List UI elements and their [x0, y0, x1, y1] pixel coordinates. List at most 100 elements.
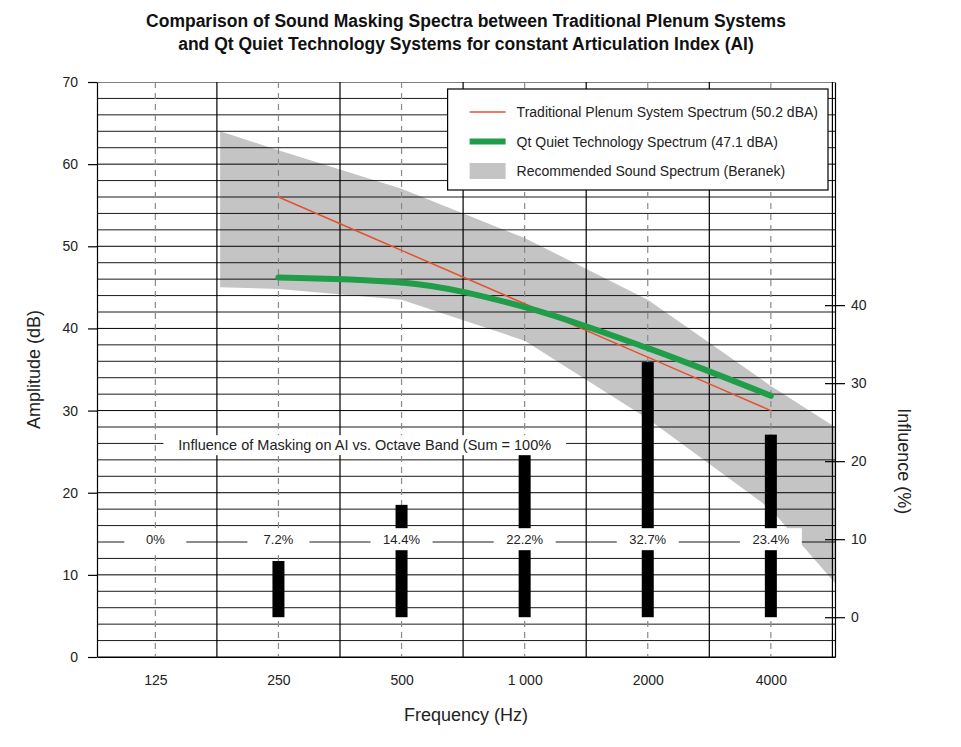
minor-grid-line: [97, 476, 835, 477]
minor-grid-line: [97, 459, 835, 460]
data-label: 23.4%: [752, 532, 789, 547]
bar-layer: [272, 362, 776, 617]
grid-layer: [97, 82, 835, 657]
annotation: Influence of Masking on AI vs. Octave Ba…: [178, 437, 551, 453]
y-axis-line: [97, 83, 98, 658]
data-label-bg: [494, 528, 556, 550]
y-tick: 10: [62, 567, 97, 583]
y-tick-mark: [88, 246, 97, 247]
y-tick: 70: [62, 74, 97, 90]
minor-grid-line: [97, 542, 835, 543]
chart-title-line: and Qt Quiet Technology Systems for cons…: [178, 34, 754, 54]
y2-tick-label: 20: [851, 453, 867, 469]
influence-bar: [765, 435, 777, 618]
minor-grid-line: [97, 624, 835, 625]
y-tick-mark: [88, 657, 97, 658]
y-tick-mark: [88, 164, 97, 165]
y2-tick-mark: [825, 305, 845, 306]
minor-grid-line: [97, 344, 835, 345]
y-tick-mark: [88, 82, 97, 83]
legend-swatch: [470, 163, 506, 179]
y-axis-title: Amplitude (dB): [24, 310, 44, 429]
data-label: 32.7%: [629, 532, 666, 547]
x-tick: 2000: [633, 657, 664, 688]
y-tick: 20: [62, 485, 97, 501]
chart-container: 0% 7.2% 14.4% 22.2% 32.7% 23.4% Influence of M…: [0, 0, 961, 747]
x-axis: 1252505001 00020004000: [98, 657, 836, 688]
minor-grid-line: [97, 262, 835, 263]
legend-label: Traditional Plenum System Spectrum (50.2…: [517, 104, 818, 120]
minor-grid-line: [97, 591, 835, 592]
y-tick-label: 50: [62, 238, 78, 254]
x-tick-label: 250: [267, 672, 291, 688]
influence-bar: [272, 561, 284, 617]
x-axis-line: [98, 657, 836, 658]
x-tick-label: 4000: [756, 672, 787, 688]
minor-grid-line: [97, 361, 835, 362]
y-tick: 40: [62, 320, 97, 336]
band-edge-line: [832, 82, 833, 657]
y2-tick-label: 30: [851, 375, 867, 391]
x-tick-label: 500: [390, 672, 414, 688]
grid-line: [97, 328, 835, 329]
chart-svg: 0% 7.2% 14.4% 22.2% 32.7% 23.4% Influence of M…: [0, 0, 961, 747]
chart-title-line: Comparison of Sound Masking Spectra betw…: [146, 11, 786, 31]
y2-tick-mark: [825, 461, 845, 462]
text-layer: Comparison of Sound Masking Spectra betw…: [24, 11, 914, 725]
y-tick: 0: [70, 649, 97, 665]
spectrum-line: [278, 197, 770, 411]
x-tick-label: 1 000: [508, 672, 543, 688]
y-tick: 30: [62, 403, 97, 419]
data-label: 0%: [146, 532, 165, 547]
legend: Traditional Plenum System Spectrum (50.2…: [448, 89, 828, 190]
y2-tick: 0: [825, 609, 859, 625]
y-tick-mark: [88, 410, 97, 411]
legend-label: Recommended Sound Spectrum (Beranek): [517, 163, 785, 179]
y-tick-mark: [88, 575, 97, 576]
annotation-bg: [163, 435, 566, 455]
chart-title: Comparison of Sound Masking Spectra betw…: [146, 11, 786, 54]
minor-grid-line: [97, 213, 835, 214]
y-tick-label: 40: [62, 320, 78, 336]
label-layer: 0% 7.2% 14.4% 22.2% 32.7% 23.4% Influence of M…: [124, 435, 802, 550]
y2-tick-label: 40: [851, 297, 867, 313]
y-axis: 0 10 20 30 40 50 60 70: [62, 74, 97, 665]
data-label-bg: [247, 528, 309, 550]
y-tick: 50: [62, 238, 97, 254]
grid-line: [97, 246, 835, 247]
band-center-line: [155, 82, 156, 657]
y2-tick-label: 10: [851, 531, 867, 547]
legend-swatch: [470, 139, 506, 145]
y-tick-mark: [88, 493, 97, 494]
y-tick-label: 30: [62, 403, 78, 419]
x-tick: 250: [267, 657, 291, 688]
y-tick-label: 60: [62, 156, 78, 172]
x-tick-label: 2000: [633, 672, 664, 688]
grid-line: [97, 574, 835, 575]
influence-bar: [396, 505, 408, 617]
legend-box: [448, 89, 828, 190]
grid-line: [97, 82, 835, 83]
y-tick-label: 0: [70, 649, 78, 665]
data-label-bg: [617, 528, 679, 550]
influence-bar: [149, 617, 161, 618]
data-label: 22.2%: [506, 532, 543, 547]
minor-grid-line: [97, 197, 835, 198]
y2-tick-mark: [825, 383, 845, 384]
influence-bar: [642, 362, 654, 617]
data-label: 14.4%: [383, 532, 420, 547]
data-label: 7.2%: [264, 532, 294, 547]
y2-tick-mark: [825, 539, 845, 540]
x-tick: 1 000: [508, 657, 543, 688]
y-tick-label: 20: [62, 485, 78, 501]
line-layer: [278, 197, 770, 411]
y-tick-label: 10: [62, 567, 78, 583]
data-label-bg: [740, 528, 802, 550]
y2-tick: 20: [825, 453, 867, 469]
grid-line: [97, 410, 835, 411]
x-tick: 500: [390, 657, 414, 688]
y2-tick: 30: [825, 375, 867, 391]
axis-layer: 1252505001 00020004000010203040506070010…: [62, 74, 866, 688]
y2-axis: 0 10 20 30 40: [825, 83, 867, 658]
minor-grid-line: [97, 558, 835, 559]
